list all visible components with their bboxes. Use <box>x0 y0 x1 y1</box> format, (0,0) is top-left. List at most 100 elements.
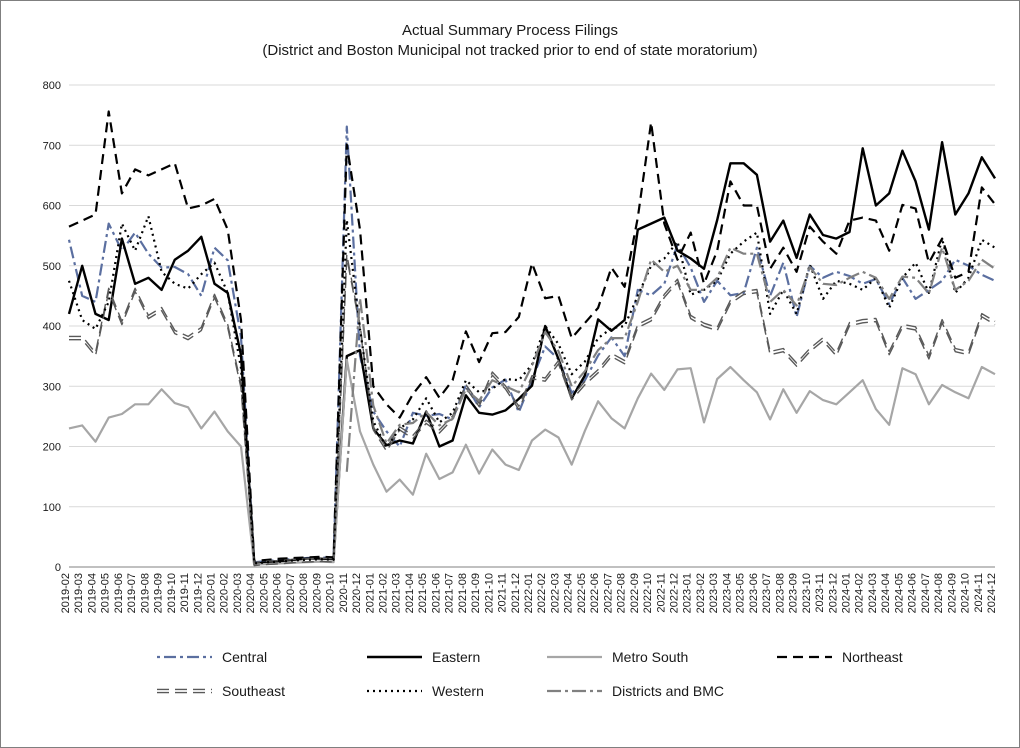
x-tick: 2023-11 <box>814 573 826 613</box>
x-tick: 2021-04 <box>404 573 416 613</box>
x-tick-label: 2022-10 <box>642 573 654 613</box>
x-tick-label: 2020-03 <box>232 573 244 613</box>
x-tick: 2019-08 <box>139 573 151 613</box>
x-tick: 2020-02 <box>219 573 231 613</box>
series-line <box>69 255 995 563</box>
x-tick: 2022-07 <box>602 573 614 613</box>
x-tick-label: 2020-08 <box>298 573 310 613</box>
x-tick-label: 2023-12 <box>827 573 839 613</box>
x-tick: 2023-08 <box>774 573 786 613</box>
x-tick: 2024-11 <box>973 573 985 613</box>
x-tick: 2019-04 <box>86 573 98 613</box>
x-tick-label: 2021-07 <box>444 573 456 613</box>
x-tick-label: 2024-10 <box>960 573 972 613</box>
x-tick-label: 2021-04 <box>404 573 416 613</box>
legend-item: Southeast <box>157 683 285 699</box>
legend-item: Western <box>367 683 484 699</box>
x-tick: 2021-06 <box>430 573 442 613</box>
x-tick: 2024-03 <box>867 573 879 613</box>
x-tick: 2022-08 <box>616 573 628 613</box>
y-tick-label: 200 <box>43 442 61 454</box>
x-tick-label: 2019-08 <box>139 573 151 613</box>
x-tick-label: 2019-12 <box>192 573 204 613</box>
x-tick-label: 2022-04 <box>563 573 575 613</box>
x-tick-label: 2020-07 <box>285 573 297 613</box>
x-tick: 2023-06 <box>748 573 760 613</box>
x-tick-label: 2020-12 <box>351 573 363 613</box>
x-tick: 2023-07 <box>761 573 773 613</box>
x-tick-label: 2022-12 <box>669 573 681 613</box>
x-tick: 2021-01 <box>364 573 376 613</box>
x-tick-label: 2024-04 <box>880 573 892 613</box>
x-tick-label: 2024-09 <box>946 573 958 613</box>
line-chart: Actual Summary Process Filings(District … <box>7 7 1013 741</box>
legend-item: Central <box>157 649 267 665</box>
x-tick-label: 2019-11 <box>179 573 191 613</box>
x-tick: 2021-03 <box>391 573 403 613</box>
x-tick-label: 2024-05 <box>893 573 905 613</box>
x-tick: 2022-09 <box>629 573 641 613</box>
x-tick: 2024-07 <box>920 573 932 613</box>
x-tick-label: 2024-03 <box>867 573 879 613</box>
x-tick-label: 2024-12 <box>986 573 998 613</box>
x-tick-label: 2020-01 <box>206 573 218 613</box>
legend-item: Districts and BMC <box>547 683 724 699</box>
legend-item: Eastern <box>367 649 480 665</box>
x-tick: 2020-03 <box>232 573 244 613</box>
x-tick: 2020-10 <box>325 573 337 613</box>
x-tick-label: 2024-06 <box>907 573 919 613</box>
y-tick-label: 400 <box>43 321 61 333</box>
x-tick-label: 2020-05 <box>258 573 270 613</box>
x-tick: 2020-07 <box>285 573 297 613</box>
x-tick: 2023-03 <box>708 573 720 613</box>
x-tick-label: 2020-06 <box>272 573 284 613</box>
legend-label: Southeast <box>222 683 285 699</box>
x-tick-label: 2023-01 <box>682 573 694 613</box>
x-tick: 2024-01 <box>840 573 852 613</box>
x-tick-label: 2022-05 <box>576 573 588 613</box>
x-tick-label: 2022-09 <box>629 573 641 613</box>
x-tick: 2024-10 <box>960 573 972 613</box>
x-tick: 2019-02 <box>60 573 72 613</box>
x-tick-label: 2022-01 <box>523 573 535 613</box>
x-tick-label: 2020-11 <box>338 573 350 613</box>
x-tick-label: 2020-04 <box>245 573 257 613</box>
x-tick-label: 2019-03 <box>73 573 85 613</box>
legend-label: Western <box>432 683 484 699</box>
x-tick-label: 2024-01 <box>840 573 852 613</box>
x-tick: 2022-12 <box>669 573 681 613</box>
chart-title-line2: (District and Boston Municipal not track… <box>262 42 757 59</box>
x-tick-label: 2023-04 <box>721 573 733 613</box>
y-tick-label: 0 <box>55 562 61 574</box>
x-tick: 2022-11 <box>655 573 667 613</box>
x-tick: 2019-12 <box>192 573 204 613</box>
x-tick: 2019-05 <box>100 573 112 613</box>
x-tick-label: 2021-10 <box>483 573 495 613</box>
x-tick: 2020-08 <box>298 573 310 613</box>
x-tick-label: 2021-11 <box>497 573 509 613</box>
x-tick: 2023-10 <box>801 573 813 613</box>
x-tick: 2021-08 <box>457 573 469 613</box>
x-tick-label: 2019-10 <box>166 573 178 613</box>
series-line <box>347 248 995 472</box>
x-tick-label: 2021-12 <box>510 573 522 613</box>
y-tick-label: 700 <box>43 140 61 152</box>
series-line <box>69 360 995 565</box>
x-tick-label: 2023-03 <box>708 573 720 613</box>
x-tick-label: 2019-06 <box>113 573 125 613</box>
x-tick-label: 2023-08 <box>774 573 786 613</box>
x-tick-label: 2024-07 <box>920 573 932 613</box>
x-tick: 2024-08 <box>933 573 945 613</box>
legend-item: Northeast <box>777 649 903 665</box>
x-tick-label: 2022-02 <box>536 573 548 613</box>
x-tick-label: 2019-05 <box>100 573 112 613</box>
x-tick: 2020-11 <box>338 573 350 613</box>
x-tick: 2019-07 <box>126 573 138 613</box>
legend-label: Eastern <box>432 649 480 665</box>
x-tick-label: 2023-02 <box>695 573 707 613</box>
x-tick-label: 2022-03 <box>549 573 561 613</box>
x-tick-label: 2021-09 <box>470 573 482 613</box>
x-tick: 2020-04 <box>245 573 257 613</box>
x-tick: 2023-01 <box>682 573 694 613</box>
x-tick: 2021-09 <box>470 573 482 613</box>
